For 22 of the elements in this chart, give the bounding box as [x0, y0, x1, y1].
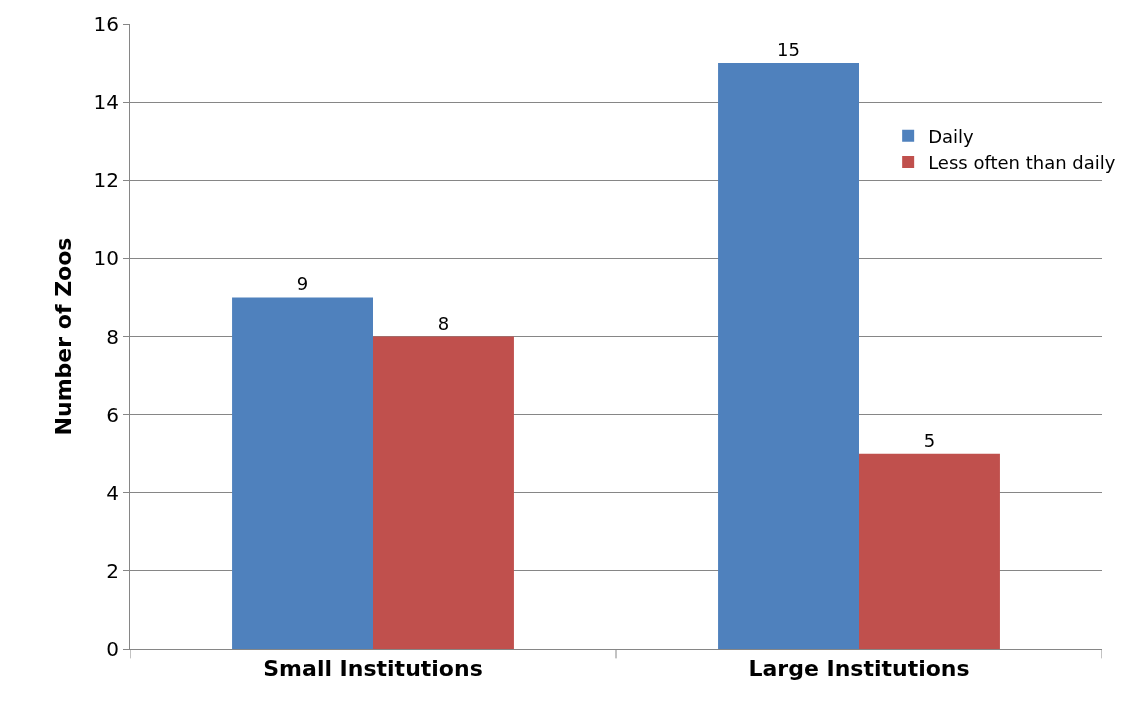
y-tick-label: 8	[106, 324, 119, 349]
bar	[373, 336, 514, 649]
y-tick-label: 6	[106, 402, 119, 427]
bar	[859, 453, 1000, 649]
y-tick-label: 14	[93, 90, 119, 115]
y-tick-label: 16	[93, 12, 119, 36]
x-tick-label: Small Institutions	[263, 656, 483, 682]
legend-label: Less often than daily	[928, 152, 1116, 174]
data-label: 9	[296, 273, 309, 295]
y-tick-label: 0	[106, 637, 119, 661]
y-axis-title: Number of Zoos	[51, 237, 77, 436]
data-label: 8	[437, 312, 450, 334]
bar	[718, 63, 859, 649]
y-tick-label: 2	[106, 558, 119, 583]
y-tick-label: 10	[93, 246, 119, 271]
y-tick-label: 12	[93, 168, 119, 193]
bar	[232, 297, 373, 649]
y-tick-label: 4	[106, 480, 119, 505]
data-label: 15	[777, 39, 800, 61]
x-tick-label: Large Institutions	[748, 656, 970, 682]
data-label: 5	[923, 429, 936, 451]
legend-label: Daily	[928, 125, 975, 147]
